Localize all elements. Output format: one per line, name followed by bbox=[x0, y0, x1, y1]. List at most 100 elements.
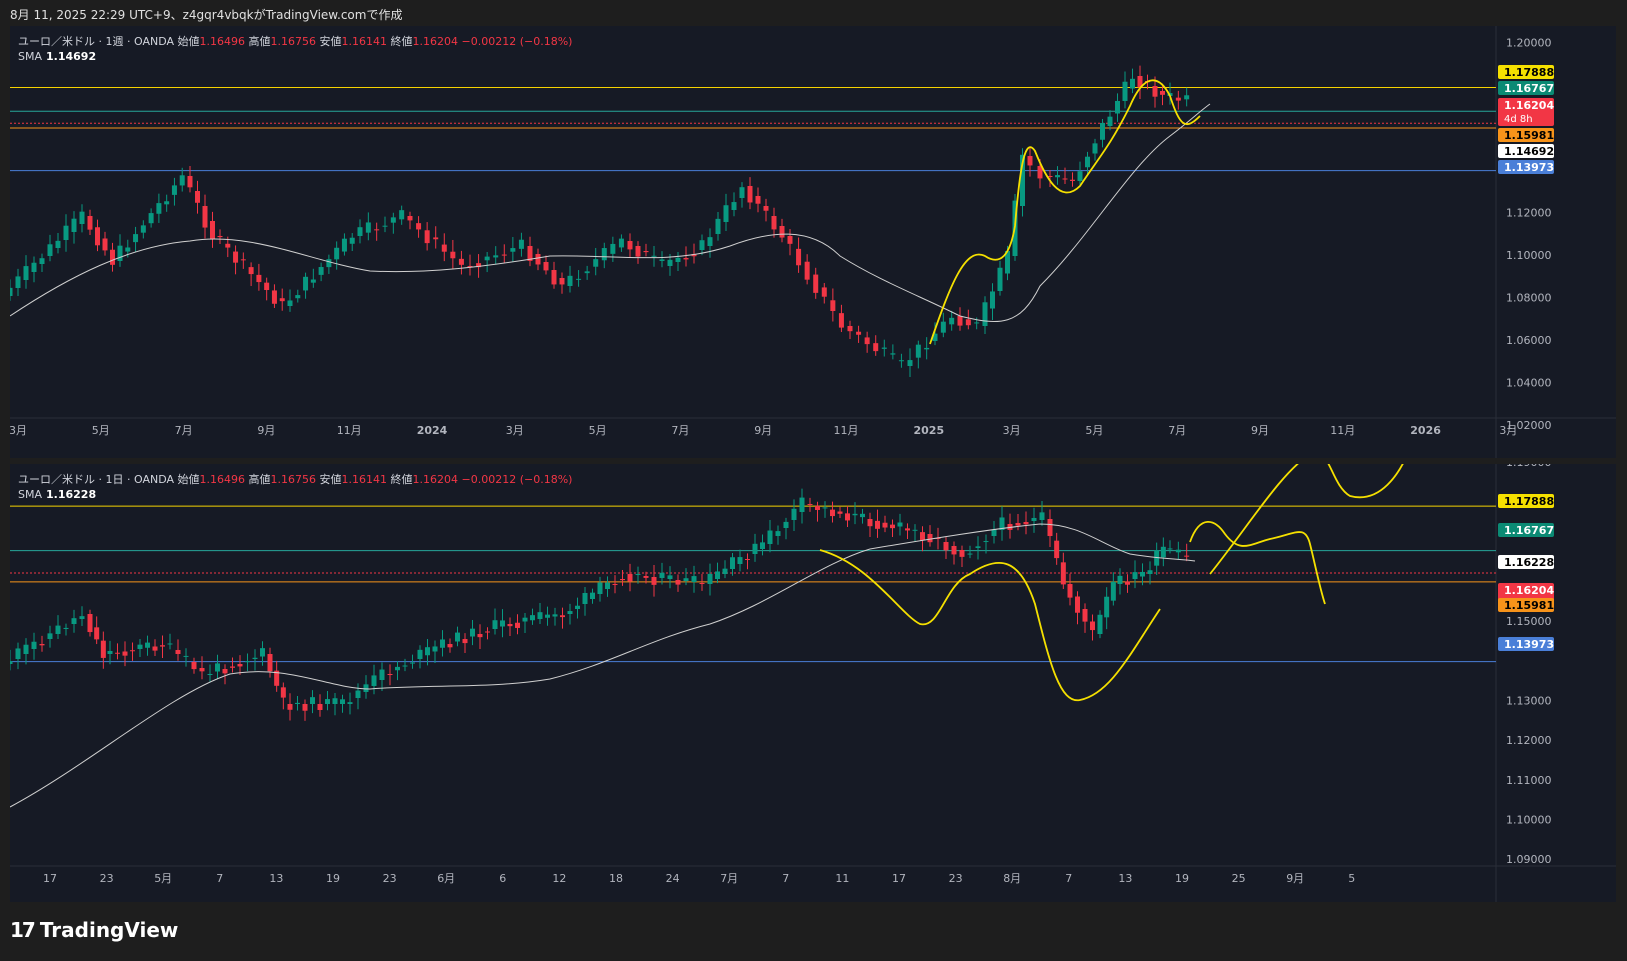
weekly-candle bbox=[326, 259, 332, 268]
weekly-candle bbox=[527, 246, 533, 261]
weekly-candle bbox=[55, 240, 61, 248]
weekly-candle bbox=[739, 187, 745, 198]
weekly-x-tick-label: 11月 bbox=[337, 424, 362, 437]
daily-chart-canvas[interactable]: 1.19000 1.15000 1.13000 1.12000 1.11000 1.100… bbox=[10, 464, 1616, 902]
daily-x-tick-label: 19 bbox=[326, 872, 340, 885]
daily-candle bbox=[699, 583, 705, 585]
weekly-candle bbox=[1027, 156, 1033, 166]
weekly-x-tick-label: 2024 bbox=[417, 424, 448, 437]
daily-candle bbox=[55, 625, 61, 634]
daily-candle bbox=[1175, 549, 1181, 553]
daily-candle bbox=[760, 542, 765, 549]
weekly-candle bbox=[593, 259, 599, 267]
weekly-price-label: 1.13973 bbox=[1504, 161, 1554, 174]
weekly-candle bbox=[881, 347, 887, 349]
weekly-candle bbox=[171, 185, 177, 195]
weekly-candle bbox=[747, 186, 753, 203]
weekly-candle bbox=[1137, 76, 1143, 88]
weekly-x-tick-label: 7月 bbox=[175, 424, 193, 437]
daily-drawn-curve-3 bbox=[1209, 464, 1404, 575]
daily-x-tick-label: 5 bbox=[1348, 872, 1355, 885]
daily-candle bbox=[515, 622, 520, 628]
weekly-price-label: 1.14692 bbox=[1504, 145, 1554, 158]
weekly-candle bbox=[691, 254, 697, 257]
daily-candle bbox=[659, 572, 665, 578]
weekly-candle bbox=[15, 276, 21, 288]
weekly-y-tick-label: 1.04000 bbox=[1506, 376, 1552, 389]
weekly-x-tick-label: 11月 bbox=[1330, 424, 1355, 437]
weekly-candle bbox=[117, 245, 123, 261]
daily-candle bbox=[462, 639, 468, 644]
daily-candle bbox=[575, 605, 580, 609]
daily-symbol: ユーロ／米ドル · 1日 · OANDA bbox=[18, 473, 174, 486]
daily-candle bbox=[379, 669, 385, 680]
weekly-candle bbox=[39, 258, 45, 264]
daily-candle bbox=[280, 687, 286, 698]
daily-candle bbox=[867, 519, 873, 527]
tradingview-logo[interactable]: 17 TradingView bbox=[10, 918, 178, 942]
daily-drawn-curve-1 bbox=[819, 549, 1161, 701]
daily-x-tick-label: 7 bbox=[1065, 872, 1072, 885]
weekly-candle bbox=[683, 258, 689, 260]
weekly-chart-canvas[interactable]: 1.20000 1.12000 1.10000 1.08000 1.06000 1.040… bbox=[10, 26, 1616, 458]
daily-candle bbox=[643, 576, 649, 578]
daily-candle bbox=[1023, 522, 1029, 525]
weekly-chart-panel[interactable]: 1.20000 1.12000 1.10000 1.08000 1.06000 1.040… bbox=[10, 26, 1616, 458]
daily-candle bbox=[167, 643, 173, 645]
weekly-candle bbox=[518, 239, 524, 249]
daily-candle bbox=[410, 662, 415, 664]
daily-price-label: 1.13973 bbox=[1504, 638, 1554, 651]
weekly-candle bbox=[974, 322, 980, 324]
weekly-candle bbox=[787, 236, 793, 244]
weekly-candle bbox=[957, 316, 963, 326]
daily-candle bbox=[875, 520, 880, 529]
weekly-candle bbox=[667, 259, 673, 266]
daily-chart-panel[interactable]: 1.19000 1.15000 1.13000 1.12000 1.11000 1.100… bbox=[10, 464, 1616, 902]
daily-candle bbox=[207, 673, 213, 675]
daily-candle bbox=[107, 650, 113, 654]
daily-candle bbox=[485, 631, 490, 633]
daily-x-tick-label: 5月 bbox=[154, 872, 172, 885]
daily-candle bbox=[545, 614, 550, 618]
weekly-candle bbox=[1070, 179, 1075, 181]
daily-candle bbox=[470, 628, 475, 637]
weekly-candle bbox=[374, 229, 380, 231]
daily-sma-legend: SMA 1.16228 bbox=[18, 488, 96, 501]
daily-candle bbox=[897, 522, 903, 527]
weekly-candle bbox=[484, 256, 490, 261]
weekly-candle bbox=[543, 262, 549, 271]
daily-candle bbox=[651, 577, 657, 585]
weekly-candle bbox=[450, 251, 456, 259]
weekly-candle bbox=[233, 251, 239, 263]
weekly-candle bbox=[838, 313, 844, 328]
daily-candle bbox=[605, 582, 610, 589]
weekly-candle bbox=[217, 236, 223, 238]
weekly-price-label-box bbox=[1498, 98, 1554, 126]
weekly-candle bbox=[334, 247, 340, 260]
daily-candle bbox=[1097, 614, 1103, 634]
daily-candle bbox=[890, 524, 895, 529]
weekly-y-tick-label: 1.12000 bbox=[1506, 206, 1552, 219]
weekly-candle bbox=[1047, 176, 1053, 177]
weekly-candle bbox=[95, 227, 100, 246]
weekly-x-tick-label: 2025 bbox=[913, 424, 944, 437]
daily-candle bbox=[63, 627, 69, 629]
weekly-candle bbox=[310, 279, 316, 283]
weekly-candle bbox=[1122, 81, 1128, 101]
daily-sma-value: 1.16228 bbox=[46, 488, 97, 501]
daily-candle bbox=[10, 661, 13, 664]
weekly-y-tick-label: 1.10000 bbox=[1506, 249, 1552, 262]
daily-price-label-box bbox=[1498, 555, 1554, 569]
weekly-candle bbox=[10, 287, 13, 296]
daily-candle bbox=[1132, 572, 1138, 579]
weekly-candle bbox=[1107, 116, 1113, 126]
daily-low: 1.16141 bbox=[341, 473, 388, 486]
weekly-candle bbox=[763, 206, 769, 211]
daily-candle bbox=[1075, 596, 1080, 613]
weekly-candle bbox=[723, 205, 729, 222]
daily-candle bbox=[1184, 555, 1190, 557]
weekly-x-tick-label: 5月 bbox=[1085, 424, 1103, 437]
daily-x-tick-label: 13 bbox=[1118, 872, 1132, 885]
daily-candle bbox=[783, 521, 789, 528]
daily-x-tick-label: 24 bbox=[666, 872, 680, 885]
